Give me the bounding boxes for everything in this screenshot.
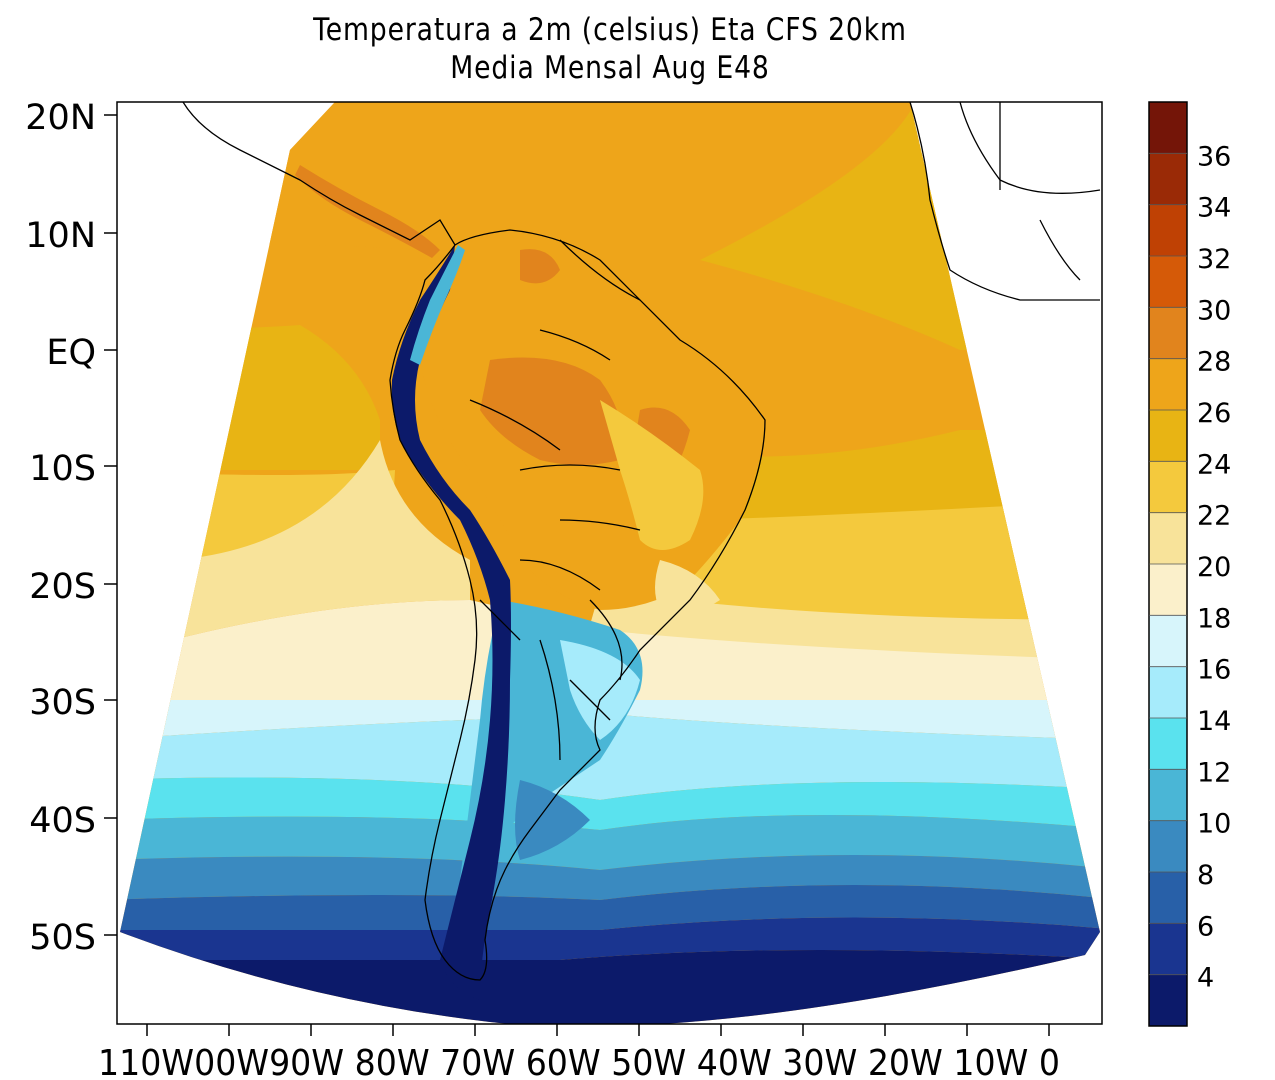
colorbar-label: 34 (1197, 193, 1231, 224)
longitude-labels: 110W00W90W 80W 70W 60W 50W 40W 30W 20W 1… (98, 1043, 1060, 1080)
lat-label-50s: 50S (29, 918, 96, 958)
latitude-axis (104, 114, 117, 936)
colorbar-label: 22 (1197, 501, 1231, 532)
lat-label-40s: 40S (29, 801, 96, 841)
colorbar: 36 34 32 30 28 26 24 22 20 18 16 14 12 10 8 6 4 (1148, 101, 1231, 1027)
colorbar-label: 32 (1197, 244, 1231, 275)
colorbar-swatch (1149, 461, 1187, 514)
colorbar-label: 4 (1197, 963, 1214, 994)
colorbar-label: 10 (1197, 809, 1231, 840)
colorbar-swatch (1149, 307, 1187, 360)
colorbar-label: 30 (1197, 295, 1231, 326)
map-frame (116, 101, 1103, 1025)
colorbar-swatch (1149, 102, 1187, 154)
colorbar-label: 28 (1197, 347, 1231, 378)
colorbar-swatch (1149, 769, 1187, 822)
colorbar-swatch (1149, 923, 1187, 976)
colorbar-swatch (1149, 564, 1187, 616)
colorbar-label: 24 (1197, 449, 1231, 480)
lat-label-20s: 20S (29, 567, 96, 607)
colorbar-swatch (1149, 666, 1187, 719)
colorbar-swatch (1149, 256, 1187, 308)
colorbar-swatch (1149, 204, 1187, 257)
colorbar-swatch (1149, 718, 1187, 770)
colorbar-label: 8 (1197, 860, 1214, 891)
colorbar-label: 18 (1197, 603, 1231, 634)
temperature-field (120, 102, 1100, 1024)
lat-label-30s: 30S (29, 683, 96, 723)
colorbar-swatch (1149, 512, 1187, 565)
lat-label-20n: 20N (25, 98, 96, 138)
colorbar-label: 36 (1197, 141, 1231, 172)
colorbar-swatch (1149, 153, 1187, 206)
lat-label-eq: EQ (46, 333, 96, 373)
colorbar-label: 16 (1197, 655, 1231, 686)
coastlines (182, 102, 1101, 981)
colorbar-swatch (1149, 820, 1187, 873)
longitude-axis (146, 1024, 1050, 1036)
colorbar-label: 12 (1197, 757, 1231, 788)
colorbar-swatch (1149, 410, 1187, 462)
colorbar-swatch (1149, 615, 1187, 668)
colorbar-label: 6 (1197, 911, 1214, 942)
colorbar-swatch (1149, 974, 1187, 1027)
lat-label-10n: 10N (25, 216, 96, 256)
colorbar-label: 20 (1197, 552, 1231, 583)
colorbar-swatch (1149, 358, 1187, 411)
lat-label-10s: 10S (29, 449, 96, 489)
colorbar-label: 14 (1197, 706, 1231, 737)
chart-subtitle: Media Mensal Aug E48 (450, 50, 770, 86)
colorbar-swatch (1149, 872, 1187, 924)
chart-title: Temperatura a 2m (celsius) Eta CFS 20km (313, 12, 907, 48)
colorbar-label: 26 (1197, 398, 1231, 429)
